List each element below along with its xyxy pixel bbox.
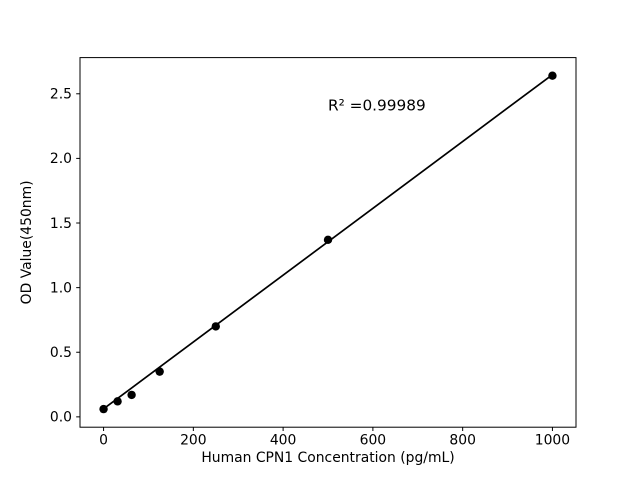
data-point [548,71,557,80]
x-tick-label: 400 [270,433,297,449]
y-tick-label: 2.0 [50,151,72,167]
x-tick-label: 1000 [535,433,570,449]
y-tick-label: 0.0 [50,410,72,426]
plot-border [79,57,577,428]
x-tick-label: 800 [449,433,476,449]
x-tick-label: 200 [180,433,207,449]
x-tick-label: 600 [360,433,387,449]
x-tick-label: 0 [99,433,108,449]
r-squared-annotation: R² =0.99989 [328,97,426,115]
y-tick-label: 1.5 [50,216,72,232]
y-tick-label: 2.5 [50,87,72,103]
data-point [155,367,164,376]
data-point [323,235,333,245]
data-point [99,404,108,414]
data-point [113,397,122,406]
y-tick-label: 0.5 [50,345,72,361]
y-axis-label: OD Value(450nm) [19,180,35,304]
data-point [211,322,220,331]
x-axis-label: Human CPN1 Concentration (pg/mL) [201,450,454,466]
y-tick-label: 1.0 [50,280,72,296]
data-point [127,390,136,400]
